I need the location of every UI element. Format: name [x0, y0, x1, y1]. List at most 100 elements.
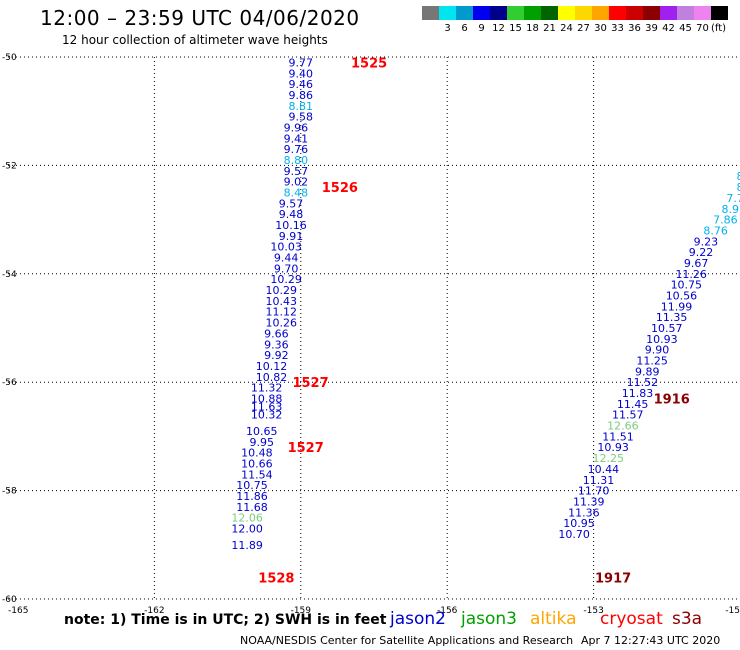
colorbar-tick-label: 33: [611, 23, 624, 34]
wave-height-label: 9.96: [284, 121, 309, 134]
colorbar-swatch: [422, 6, 439, 20]
wave-height-label: 9.58: [289, 111, 314, 124]
wave-height-label: 10.75: [671, 279, 703, 292]
pass-number-label: 1527: [288, 441, 324, 456]
y-tick-label: -50: [2, 53, 17, 63]
colorbar-tick-label: 12: [492, 23, 505, 34]
colorbar-tick-label: 45: [679, 23, 692, 34]
wave-height-label: 9.57: [279, 197, 304, 210]
wave-height-label: 10.16: [275, 219, 307, 232]
x-tick-label: -165: [8, 606, 28, 616]
y-tick-label: -58: [2, 487, 17, 497]
wave-height-label: 9.41: [284, 132, 309, 145]
grid-layer: [8, 56, 740, 600]
wave-height-label: 11.26: [675, 268, 707, 281]
colorbar-tick-label: 15: [509, 23, 522, 34]
wave-height-label: 12.00: [231, 523, 263, 536]
wave-height-label: 9.90: [645, 344, 670, 357]
wave-height-label: 10.65: [246, 425, 278, 438]
colorbar-tick-label: 70: [696, 23, 709, 34]
wave-height-label: 9.92: [264, 349, 289, 362]
data-label-layer: 9.779.409.469.868.819.589.969.419.768.80…: [231, 56, 740, 551]
colorbar-swatch: [507, 6, 524, 20]
legend-altika: altika: [530, 609, 577, 629]
pass-number-label: 1527: [292, 376, 328, 391]
wave-height-label: 11.25: [636, 355, 668, 368]
colorbar-tick-label: 9: [478, 23, 485, 34]
wave-height-label: 9.57: [284, 165, 309, 178]
x-tick-label: -162: [144, 606, 164, 616]
y-tick-label: -56: [2, 378, 17, 388]
y-tick-label: -52: [2, 161, 17, 171]
wave-height-label: 11.57: [612, 409, 644, 422]
wave-height-label: 8.9: [721, 203, 739, 216]
colorbar-swatch: [524, 6, 541, 20]
wave-height-label: 7.7: [726, 192, 740, 205]
wave-height-label: 10.70: [558, 528, 590, 541]
wave-height-label: 9.86: [289, 89, 314, 102]
colorbar-swatch: [439, 6, 456, 20]
colorbar-swatch: [558, 6, 575, 20]
colorbar-swatch: [592, 6, 609, 20]
legend-jason3: jason3: [461, 609, 517, 629]
wave-height-label: 9.67: [684, 257, 709, 270]
wave-height-label: 10.56: [666, 289, 698, 302]
wave-height-label: 9.36: [264, 338, 289, 351]
wave-height-label: 9.40: [289, 67, 314, 80]
wave-height-label: 9.95: [250, 436, 275, 449]
chart-title: 12:00 – 23:59 UTC 04/06/2020: [40, 6, 360, 30]
colorbar-swatch: [626, 6, 643, 20]
wave-height-label: 8.76: [703, 224, 728, 237]
wave-height-label: 8.81: [289, 100, 314, 113]
wave-height-label: 11.70: [578, 485, 610, 498]
wave-height-label: 11.86: [236, 490, 268, 503]
wave-height-label: 11.63: [251, 401, 283, 414]
wave-height-label: 8.80: [284, 154, 309, 167]
pass-number-label: 1525: [351, 56, 387, 71]
colorbar-tick-label: 30: [594, 23, 607, 34]
pass-number-label: 1917: [595, 571, 631, 586]
colorbar-swatch: [541, 6, 558, 20]
colorbar-swatch: [575, 6, 592, 20]
wave-height-label: 12.66: [607, 420, 639, 433]
wave-height-label: 9.89: [635, 365, 660, 378]
timestamp-text: Apr 7 12:27:43 UTC 2020: [581, 634, 721, 647]
colorbar-swatch: [609, 6, 626, 20]
wave-height-label: 11.36: [568, 506, 600, 519]
wave-height-label: 9.22: [689, 246, 714, 259]
wave-height-label: 10.66: [241, 458, 273, 471]
wave-height-label: 11.45: [617, 398, 649, 411]
wave-height-label: 10.12: [256, 360, 288, 373]
wave-height-label: 9.77: [289, 56, 314, 69]
wave-height-label: 10.88: [251, 392, 283, 405]
colorbar-swatch: [677, 6, 694, 20]
x-tick-label: -15: [725, 606, 740, 616]
wave-height-label: 10.29: [266, 284, 298, 297]
colorbar-swatch: [694, 6, 711, 20]
colorbar-tick-label: 24: [560, 23, 573, 34]
wave-height-label: 10.48: [241, 447, 273, 460]
wave-height-label: 9.46: [289, 78, 314, 91]
colorbar-swatch: [473, 6, 490, 20]
wave-height-label: 10.44: [588, 463, 620, 476]
colorbar-tick-label: 27: [577, 23, 590, 34]
wave-height-label: 9.48: [279, 208, 304, 221]
wave-height-label: 9.76: [284, 143, 309, 156]
colorbar-tick-label: 18: [526, 23, 539, 34]
wave-height-label: 9.02: [284, 176, 309, 189]
wave-height-label: 8: [737, 170, 740, 183]
pass-number-label: 1526: [322, 181, 358, 196]
wave-height-label: 10.03: [270, 241, 302, 254]
colorbar-swatch: [711, 6, 728, 20]
wave-height-label: 10.95: [563, 517, 595, 530]
wave-height-label: 9.66: [264, 327, 289, 340]
y-tick-label: -54: [2, 270, 17, 280]
wave-height-label: 12.06: [231, 512, 263, 525]
tick-label-layer: -165 -162 -159 -156 -153 -15 -50 -52 -54 -56 -58 -6…: [2, 53, 740, 616]
wave-height-label: 10.93: [597, 441, 629, 454]
wave-height-label: 10.29: [270, 273, 302, 286]
wave-height-label: 10.93: [646, 333, 678, 346]
wave-height-label: 12.25: [592, 452, 624, 465]
wave-height-label: 11.89: [231, 539, 263, 552]
